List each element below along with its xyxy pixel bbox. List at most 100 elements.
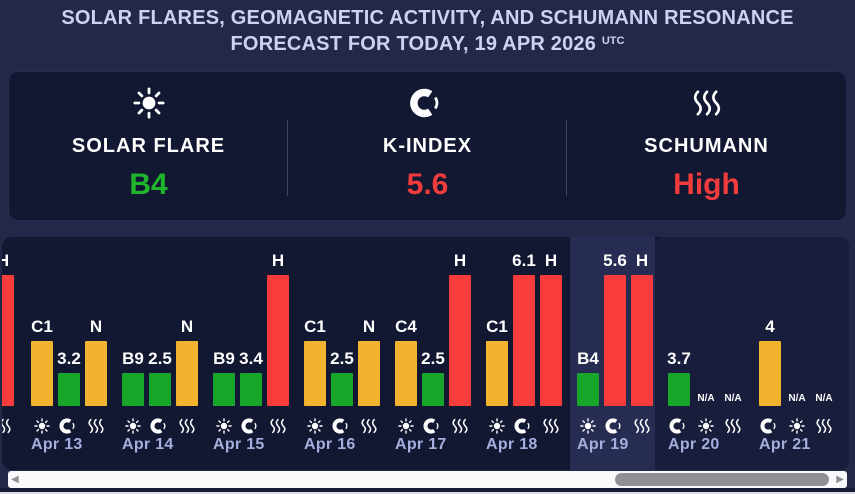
day-column-apr-15[interactable]: B9 3.4 H Apr 15 — [213, 237, 293, 470]
solar-flare-na-label: N/A — [788, 393, 806, 404]
day-column-apr-20[interactable]: 3.7 N/A N/A Apr 20 — [667, 237, 748, 470]
solar-flare-na-label: N/A — [697, 393, 715, 404]
schumann-value-label: H — [2, 251, 10, 270]
k-index-value-label: 2.5 — [421, 349, 445, 368]
schumann-bar[interactable] — [358, 341, 380, 406]
day-date-label: Apr 19 — [577, 436, 629, 453]
sun-icon — [9, 85, 288, 121]
sun-icon — [34, 418, 50, 434]
forecast-title: SOLAR FLARES, GEOMAGNETIC ACTIVITY, AND … — [0, 0, 855, 66]
sun-icon — [398, 418, 414, 434]
schumann-bar[interactable] — [267, 275, 289, 406]
scrollbar-thumb[interactable] — [614, 473, 830, 486]
moon-icon — [760, 418, 779, 434]
schumann-na-label: N/A — [724, 393, 742, 404]
solar-flare-bar[interactable] — [395, 341, 417, 406]
solar-flare-card: SOLAR FLARE B4 — [9, 72, 288, 220]
solar-flare-bar[interactable] — [31, 341, 53, 406]
sun-icon — [489, 418, 505, 434]
schumann-value-label: H — [271, 251, 285, 270]
k-index-bar[interactable] — [240, 373, 262, 406]
solar-flare-bar[interactable] — [213, 373, 235, 406]
schumann-value-label: H — [635, 251, 649, 270]
solar-flare-value: B4 — [129, 168, 168, 201]
k-index-bar[interactable] — [149, 373, 171, 406]
schumann-bar[interactable] — [2, 275, 14, 406]
k-index-value-label: 5.6 — [603, 251, 627, 270]
schumann-bar[interactable] — [631, 275, 653, 406]
waves-icon — [270, 418, 286, 434]
waves-icon — [816, 418, 832, 434]
schumann-value-label: H — [544, 251, 558, 270]
k-index-bar[interactable] — [58, 373, 80, 406]
k-index-label: K-INDEX — [382, 135, 473, 157]
scroll-right-arrow-icon[interactable]: ▶ — [836, 474, 844, 485]
k-index-bar[interactable] — [422, 373, 444, 406]
schumann-na-label: N/A — [815, 393, 833, 404]
day-column-clipped[interactable]: H — [2, 237, 18, 470]
solar-flare-value-label: B9 — [213, 349, 235, 368]
day-date-label: Apr 16 — [304, 436, 356, 453]
title-line-2: FORECAST FOR TODAY, 19 APR 2026 UTC — [230, 33, 625, 55]
day-date-label: Apr 18 — [486, 436, 538, 453]
day-column-apr-17[interactable]: C4 2.5 H Apr 17 — [395, 237, 475, 470]
waves-icon — [725, 418, 741, 434]
solar-flare-bar[interactable] — [304, 341, 326, 406]
solar-flare-value-label: B4 — [577, 349, 599, 368]
k-index-value-label: 4 — [765, 317, 775, 336]
horizontal-scrollbar[interactable]: ◀ ▶ — [8, 471, 847, 488]
moon-icon — [514, 418, 533, 434]
solar-flare-value-label: C1 — [31, 317, 53, 336]
k-index-bar[interactable] — [604, 275, 626, 406]
moon-icon — [669, 418, 688, 434]
k-index-bar[interactable] — [513, 275, 535, 406]
title-line-1: SOLAR FLARES, GEOMAGNETIC ACTIVITY, AND … — [61, 7, 794, 29]
moon-icon — [332, 418, 351, 434]
sun-icon — [307, 418, 323, 434]
bottom-strip — [0, 488, 855, 492]
sun-icon — [125, 418, 141, 434]
day-date-label: Apr 15 — [213, 436, 265, 453]
schumann-label: SCHUMANN — [644, 135, 769, 157]
schumann-bar[interactable] — [85, 341, 107, 406]
day-column-apr-21[interactable]: 4 N/A N/A Apr 21 — [759, 237, 839, 470]
sun-icon — [580, 418, 596, 434]
waves-icon — [567, 85, 846, 121]
day-column-apr-19-today[interactable]: B4 5.6 H Apr 19 — [577, 237, 657, 470]
day-column-apr-16[interactable]: C1 2.5 N Apr 16 — [304, 237, 384, 470]
moon-icon — [288, 85, 567, 121]
day-column-apr-14[interactable]: B9 2.5 N Apr 14 — [122, 237, 202, 470]
day-date-label: Apr 17 — [395, 436, 447, 453]
day-column-apr-18[interactable]: C1 6.1 H Apr 18 — [486, 237, 566, 470]
schumann-card: SCHUMANN High — [567, 72, 846, 220]
day-date-label: Apr 14 — [122, 436, 174, 453]
schumann-value: High — [673, 168, 740, 201]
solar-flare-bar[interactable] — [122, 373, 144, 406]
k-index-bar[interactable] — [331, 373, 353, 406]
moon-icon — [605, 418, 624, 434]
schumann-bar[interactable] — [540, 275, 562, 406]
k-index-bar[interactable] — [668, 373, 690, 406]
k-index-bar[interactable] — [759, 341, 781, 406]
solar-flare-value-label: B9 — [122, 349, 144, 368]
forecast-days-panel — [655, 237, 849, 470]
day-date-label: Apr 13 — [31, 436, 83, 453]
bottom-edge — [0, 492, 855, 494]
k-index-card: K-INDEX 5.6 — [288, 72, 567, 220]
summary-panel: SOLAR FLARE B4 K-INDEX 5.6 SCHUMANN High — [8, 71, 847, 221]
schumann-bar[interactable] — [176, 341, 198, 406]
waves-icon — [2, 418, 11, 434]
k-index-value-label: 3.4 — [239, 349, 263, 368]
schumann-value-label: N — [89, 317, 103, 336]
solar-flare-bar[interactable] — [577, 373, 599, 406]
schumann-bar[interactable] — [449, 275, 471, 406]
k-index-value-label: 2.5 — [330, 349, 354, 368]
moon-icon — [241, 418, 260, 434]
sun-icon — [789, 418, 805, 434]
sun-icon — [216, 418, 232, 434]
schumann-value-label: N — [362, 317, 376, 336]
scroll-left-arrow-icon[interactable]: ◀ — [11, 474, 19, 485]
waves-icon — [634, 418, 650, 434]
day-column-apr-13[interactable]: C1 3.2 N Apr 13 — [31, 237, 111, 470]
solar-flare-bar[interactable] — [486, 341, 508, 406]
